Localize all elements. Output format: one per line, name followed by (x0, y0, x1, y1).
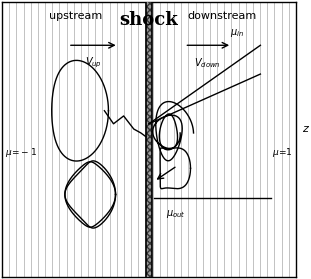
Text: $\mu_{out}$: $\mu_{out}$ (166, 208, 186, 220)
Text: upstream: upstream (49, 11, 103, 21)
Text: $z$: $z$ (302, 124, 310, 134)
Text: shock: shock (120, 11, 178, 29)
Text: $V_{up}$: $V_{up}$ (85, 56, 102, 70)
Bar (146, 2, 152, 277)
Text: $V_{down}$: $V_{down}$ (194, 56, 221, 69)
Text: downstream: downstream (187, 11, 257, 21)
Text: $\mu\!=\!-1$: $\mu\!=\!-1$ (5, 146, 37, 159)
Text: $\mu_{in}$: $\mu_{in}$ (230, 27, 244, 39)
Text: $\mu\!=\!1$: $\mu\!=\!1$ (272, 146, 293, 159)
